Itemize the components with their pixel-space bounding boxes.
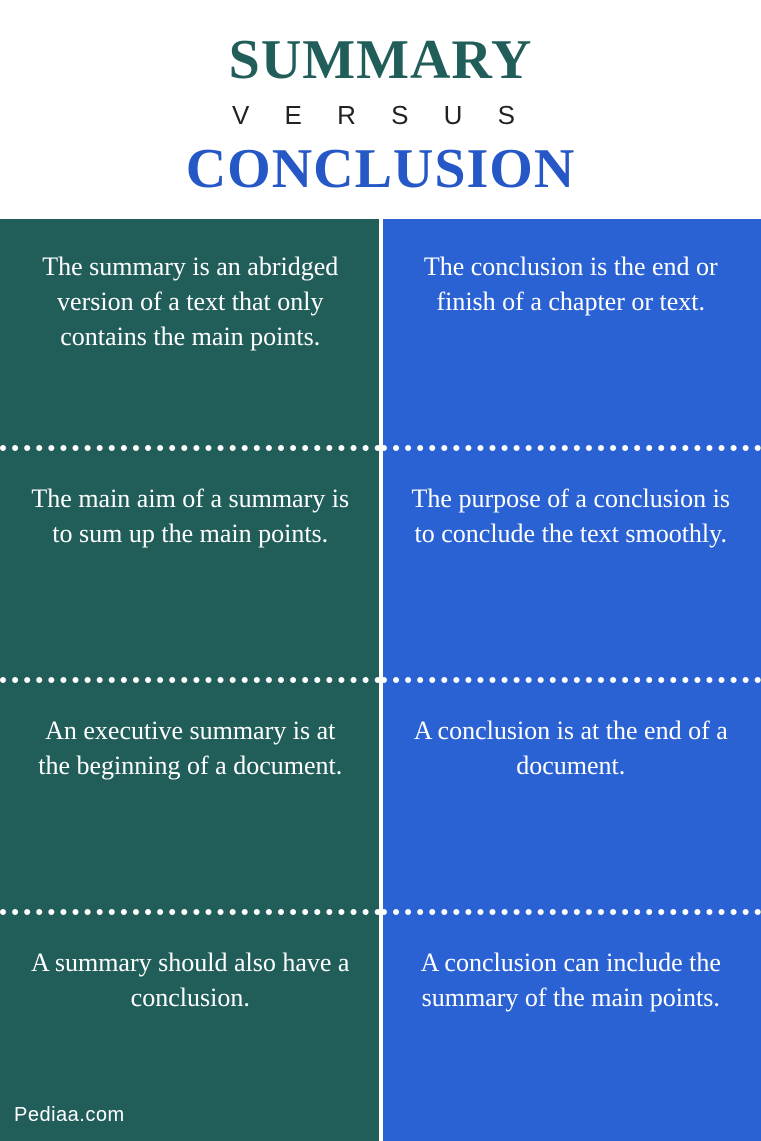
- conclusion-cell-2: The purpose of a conclusion is to conclu…: [381, 451, 761, 677]
- conclusion-text-2: The purpose of a conclusion is to conclu…: [409, 481, 734, 551]
- conclusion-text-3: A conclusion is at the end of a document…: [409, 713, 734, 783]
- source-label: Pediaa.com: [14, 1104, 125, 1127]
- conclusion-cell-4: A conclusion can include the summary of …: [381, 915, 761, 1141]
- conclusion-cell-3: A conclusion is at the end of a document…: [381, 683, 761, 909]
- infographic-container: SUMMARY V E R S U S CONCLUSION The summa…: [0, 0, 761, 1141]
- summary-cell-3: An executive summary is at the beginning…: [0, 683, 381, 909]
- versus-label: V E R S U S: [0, 100, 761, 131]
- summary-column: The summary is an abridged version of a …: [0, 219, 381, 1141]
- summary-cell-2: The main aim of a summary is to sum up t…: [0, 451, 381, 677]
- vertical-divider: [379, 219, 383, 1141]
- header: SUMMARY V E R S U S CONCLUSION: [0, 0, 761, 219]
- summary-text-4: A summary should also have a conclusion.: [28, 945, 353, 1015]
- title-conclusion: CONCLUSION: [0, 137, 761, 201]
- summary-text-3: An executive summary is at the beginning…: [28, 713, 353, 783]
- comparison-grid: The summary is an abridged version of a …: [0, 219, 761, 1141]
- conclusion-text-4: A conclusion can include the summary of …: [409, 945, 734, 1015]
- conclusion-column: The conclusion is the end or finish of a…: [381, 219, 761, 1141]
- summary-cell-1: The summary is an abridged version of a …: [0, 219, 381, 445]
- conclusion-cell-1: The conclusion is the end or finish of a…: [381, 219, 761, 445]
- conclusion-text-1: The conclusion is the end or finish of a…: [409, 249, 734, 319]
- summary-text-1: The summary is an abridged version of a …: [28, 249, 353, 354]
- title-summary: SUMMARY: [0, 28, 761, 92]
- summary-text-2: The main aim of a summary is to sum up t…: [28, 481, 353, 551]
